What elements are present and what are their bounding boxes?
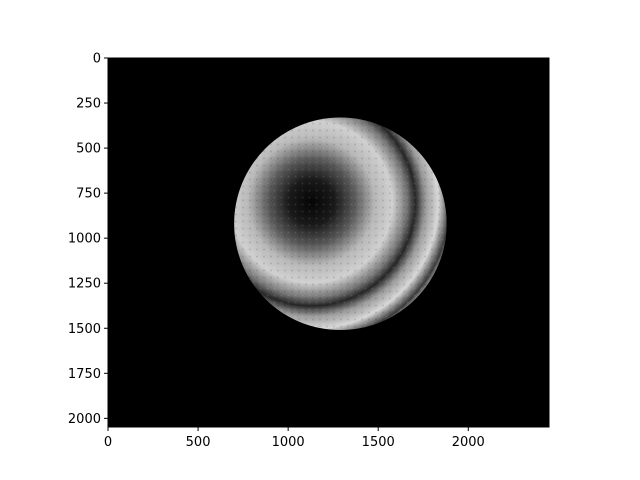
y-tick-label: 750 [76, 187, 101, 202]
y-tick-label: 0 [93, 52, 101, 67]
y-tick-label: 1750 [68, 367, 101, 382]
plot-area [107, 57, 550, 428]
speckle-texture [234, 117, 447, 331]
axes-frame [107, 57, 550, 428]
y-tick-label: 2000 [68, 412, 101, 427]
x-axis: 0 500 1000 1500 2000 [104, 427, 485, 450]
y-tick-label: 250 [76, 97, 101, 112]
y-tick-label: 1000 [68, 232, 101, 247]
x-tick-label: 0 [104, 435, 112, 450]
y-axis: 0 250 500 750 1000 1250 1500 1750 2000 [68, 52, 108, 427]
y-tick-label: 1250 [68, 277, 101, 292]
y-tick-label: 1500 [68, 322, 101, 337]
x-tick-label: 1500 [362, 435, 395, 450]
x-tick-label: 2000 [452, 435, 485, 450]
x-tick-label: 1000 [272, 435, 305, 450]
x-tick-label: 500 [186, 435, 211, 450]
y-tick-label: 500 [76, 142, 101, 157]
aperture-group [234, 117, 447, 331]
